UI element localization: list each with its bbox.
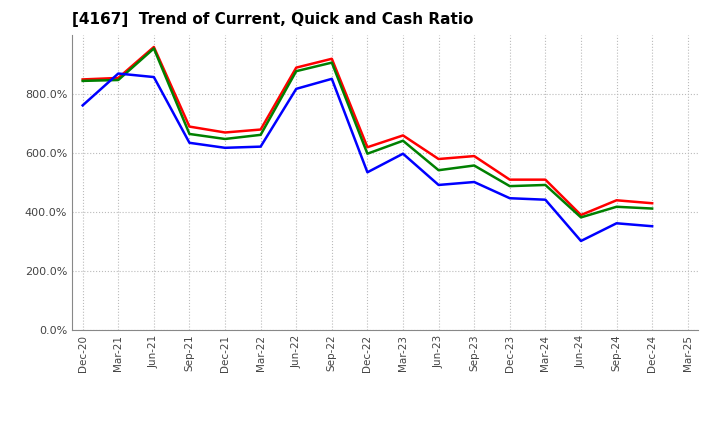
Current Ratio bbox=[648, 201, 657, 206]
Quick Ratio bbox=[363, 151, 372, 156]
Cash Ratio bbox=[292, 86, 300, 92]
Quick Ratio bbox=[78, 78, 87, 84]
Quick Ratio bbox=[221, 136, 230, 142]
Current Ratio bbox=[363, 145, 372, 150]
Cash Ratio bbox=[363, 170, 372, 175]
Cash Ratio bbox=[150, 74, 158, 80]
Quick Ratio bbox=[328, 60, 336, 65]
Quick Ratio bbox=[292, 69, 300, 74]
Current Ratio bbox=[577, 213, 585, 218]
Cash Ratio bbox=[470, 180, 479, 185]
Cash Ratio bbox=[577, 238, 585, 244]
Quick Ratio bbox=[470, 163, 479, 168]
Current Ratio bbox=[328, 56, 336, 62]
Quick Ratio bbox=[434, 168, 443, 173]
Line: Cash Ratio: Cash Ratio bbox=[83, 73, 652, 241]
Cash Ratio bbox=[434, 182, 443, 187]
Cash Ratio bbox=[541, 197, 549, 202]
Current Ratio bbox=[150, 44, 158, 50]
Current Ratio bbox=[114, 75, 122, 81]
Current Ratio bbox=[256, 127, 265, 132]
Cash Ratio bbox=[256, 144, 265, 149]
Quick Ratio bbox=[256, 132, 265, 137]
Quick Ratio bbox=[648, 206, 657, 211]
Current Ratio bbox=[612, 198, 621, 203]
Current Ratio bbox=[541, 177, 549, 182]
Quick Ratio bbox=[612, 204, 621, 209]
Cash Ratio bbox=[612, 220, 621, 226]
Cash Ratio bbox=[505, 196, 514, 201]
Current Ratio bbox=[505, 177, 514, 182]
Quick Ratio bbox=[505, 183, 514, 189]
Cash Ratio bbox=[221, 145, 230, 150]
Current Ratio bbox=[434, 156, 443, 161]
Cash Ratio bbox=[78, 103, 87, 108]
Current Ratio bbox=[292, 65, 300, 70]
Current Ratio bbox=[185, 124, 194, 129]
Quick Ratio bbox=[150, 46, 158, 51]
Current Ratio bbox=[78, 77, 87, 82]
Quick Ratio bbox=[185, 131, 194, 136]
Current Ratio bbox=[470, 154, 479, 159]
Quick Ratio bbox=[541, 182, 549, 187]
Cash Ratio bbox=[399, 151, 408, 156]
Line: Current Ratio: Current Ratio bbox=[83, 47, 652, 215]
Text: [4167]  Trend of Current, Quick and Cash Ratio: [4167] Trend of Current, Quick and Cash … bbox=[72, 12, 473, 27]
Cash Ratio bbox=[328, 76, 336, 81]
Quick Ratio bbox=[114, 77, 122, 83]
Current Ratio bbox=[399, 133, 408, 138]
Cash Ratio bbox=[185, 140, 194, 146]
Current Ratio bbox=[221, 130, 230, 135]
Quick Ratio bbox=[577, 215, 585, 220]
Quick Ratio bbox=[399, 138, 408, 143]
Cash Ratio bbox=[648, 224, 657, 229]
Cash Ratio bbox=[114, 71, 122, 76]
Line: Quick Ratio: Quick Ratio bbox=[83, 48, 652, 217]
